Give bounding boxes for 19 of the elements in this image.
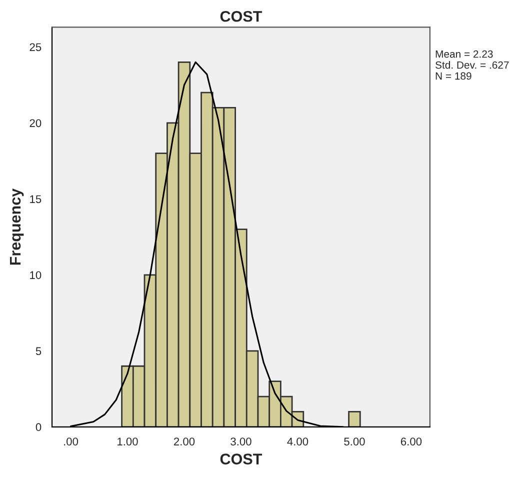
x-tick-label: 2.00 (174, 438, 195, 446)
x-tick-label: 3.00 (230, 438, 252, 446)
chart-title: COST (220, 10, 262, 22)
x-tick-label: 1.00 (118, 438, 138, 446)
x-tick-label: 4.00 (287, 438, 308, 446)
x-tick-label: 5.00 (344, 438, 365, 446)
y-tick-label: 10 (30, 271, 42, 280)
x-tick-label: .00 (64, 438, 78, 446)
y-tick-label: 0 (36, 423, 42, 432)
y-tick-label: 20 (30, 119, 42, 128)
text: Mean = 2.23 (436, 50, 493, 58)
y-tick-label: 5 (36, 347, 42, 356)
x-axis-title: COST (220, 454, 262, 464)
y-axis-title: Frequency (10, 188, 24, 265)
y-tick-label: 15 (30, 195, 42, 204)
text: Std. Dev. = .627 (436, 61, 509, 69)
y-tick-label: 25 (30, 43, 42, 52)
x-tick-label: 6.00 (400, 438, 422, 446)
text: N = 189 (436, 72, 472, 80)
